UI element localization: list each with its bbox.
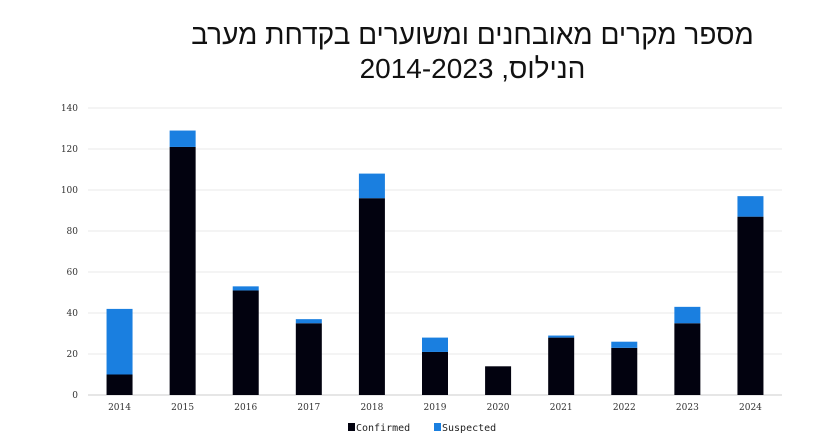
bar-suspected <box>295 319 322 324</box>
bar-suspected <box>106 308 133 375</box>
x-tick-label: 2023 <box>676 403 699 413</box>
x-tick-label: 2016 <box>234 403 257 413</box>
x-tick-label: 2024 <box>739 403 762 413</box>
bar-confirmed <box>232 290 259 395</box>
x-tick-label: 2018 <box>360 403 383 413</box>
chart-title: מספר מקרים מאובחנים ומשוערים בקדחת מערב … <box>191 19 754 84</box>
x-tick-label: 2021 <box>550 403 573 413</box>
bar-suspected <box>232 286 259 291</box>
y-tick-label: 40 <box>67 309 79 319</box>
bar-suspected <box>674 306 701 324</box>
bar-suspected <box>611 341 638 348</box>
y-tick-label: 80 <box>67 227 79 237</box>
y-tick-label: 140 <box>61 104 78 114</box>
bar-confirmed <box>674 323 701 395</box>
legend-swatch-suspected <box>434 423 441 431</box>
y-tick-label: 120 <box>61 145 78 155</box>
bar-suspected <box>737 196 764 217</box>
bar-suspected <box>358 173 385 199</box>
x-tick-label: 2017 <box>297 403 320 413</box>
bar-confirmed <box>548 337 575 395</box>
bar-confirmed <box>611 347 638 395</box>
bar-confirmed <box>485 366 512 395</box>
bar-suspected <box>548 335 575 338</box>
x-tick-label: 2015 <box>171 403 194 413</box>
bar-confirmed <box>422 351 448 395</box>
bar-suspected <box>422 337 448 352</box>
bar-suspected <box>169 130 196 147</box>
legend-swatch-confirmed <box>348 423 355 431</box>
x-tick-label: 2019 <box>424 403 447 413</box>
y-tick-label: 0 <box>72 391 78 401</box>
bar-confirmed <box>169 146 196 395</box>
bar-confirmed <box>295 323 322 395</box>
y-tick-label: 100 <box>61 186 78 196</box>
y-tick-label: 60 <box>67 268 79 278</box>
y-tick-label: 20 <box>67 350 79 360</box>
x-tick-label: 2014 <box>108 403 131 413</box>
bar-confirmed <box>106 374 133 395</box>
x-tick-label: 2020 <box>487 403 510 413</box>
bar-confirmed <box>737 216 764 395</box>
x-tick-label: 2022 <box>613 403 636 413</box>
legend-label-suspected: Suspected <box>442 423 496 434</box>
bar-confirmed <box>358 198 385 395</box>
legend-label-confirmed: Confirmed <box>356 423 410 434</box>
